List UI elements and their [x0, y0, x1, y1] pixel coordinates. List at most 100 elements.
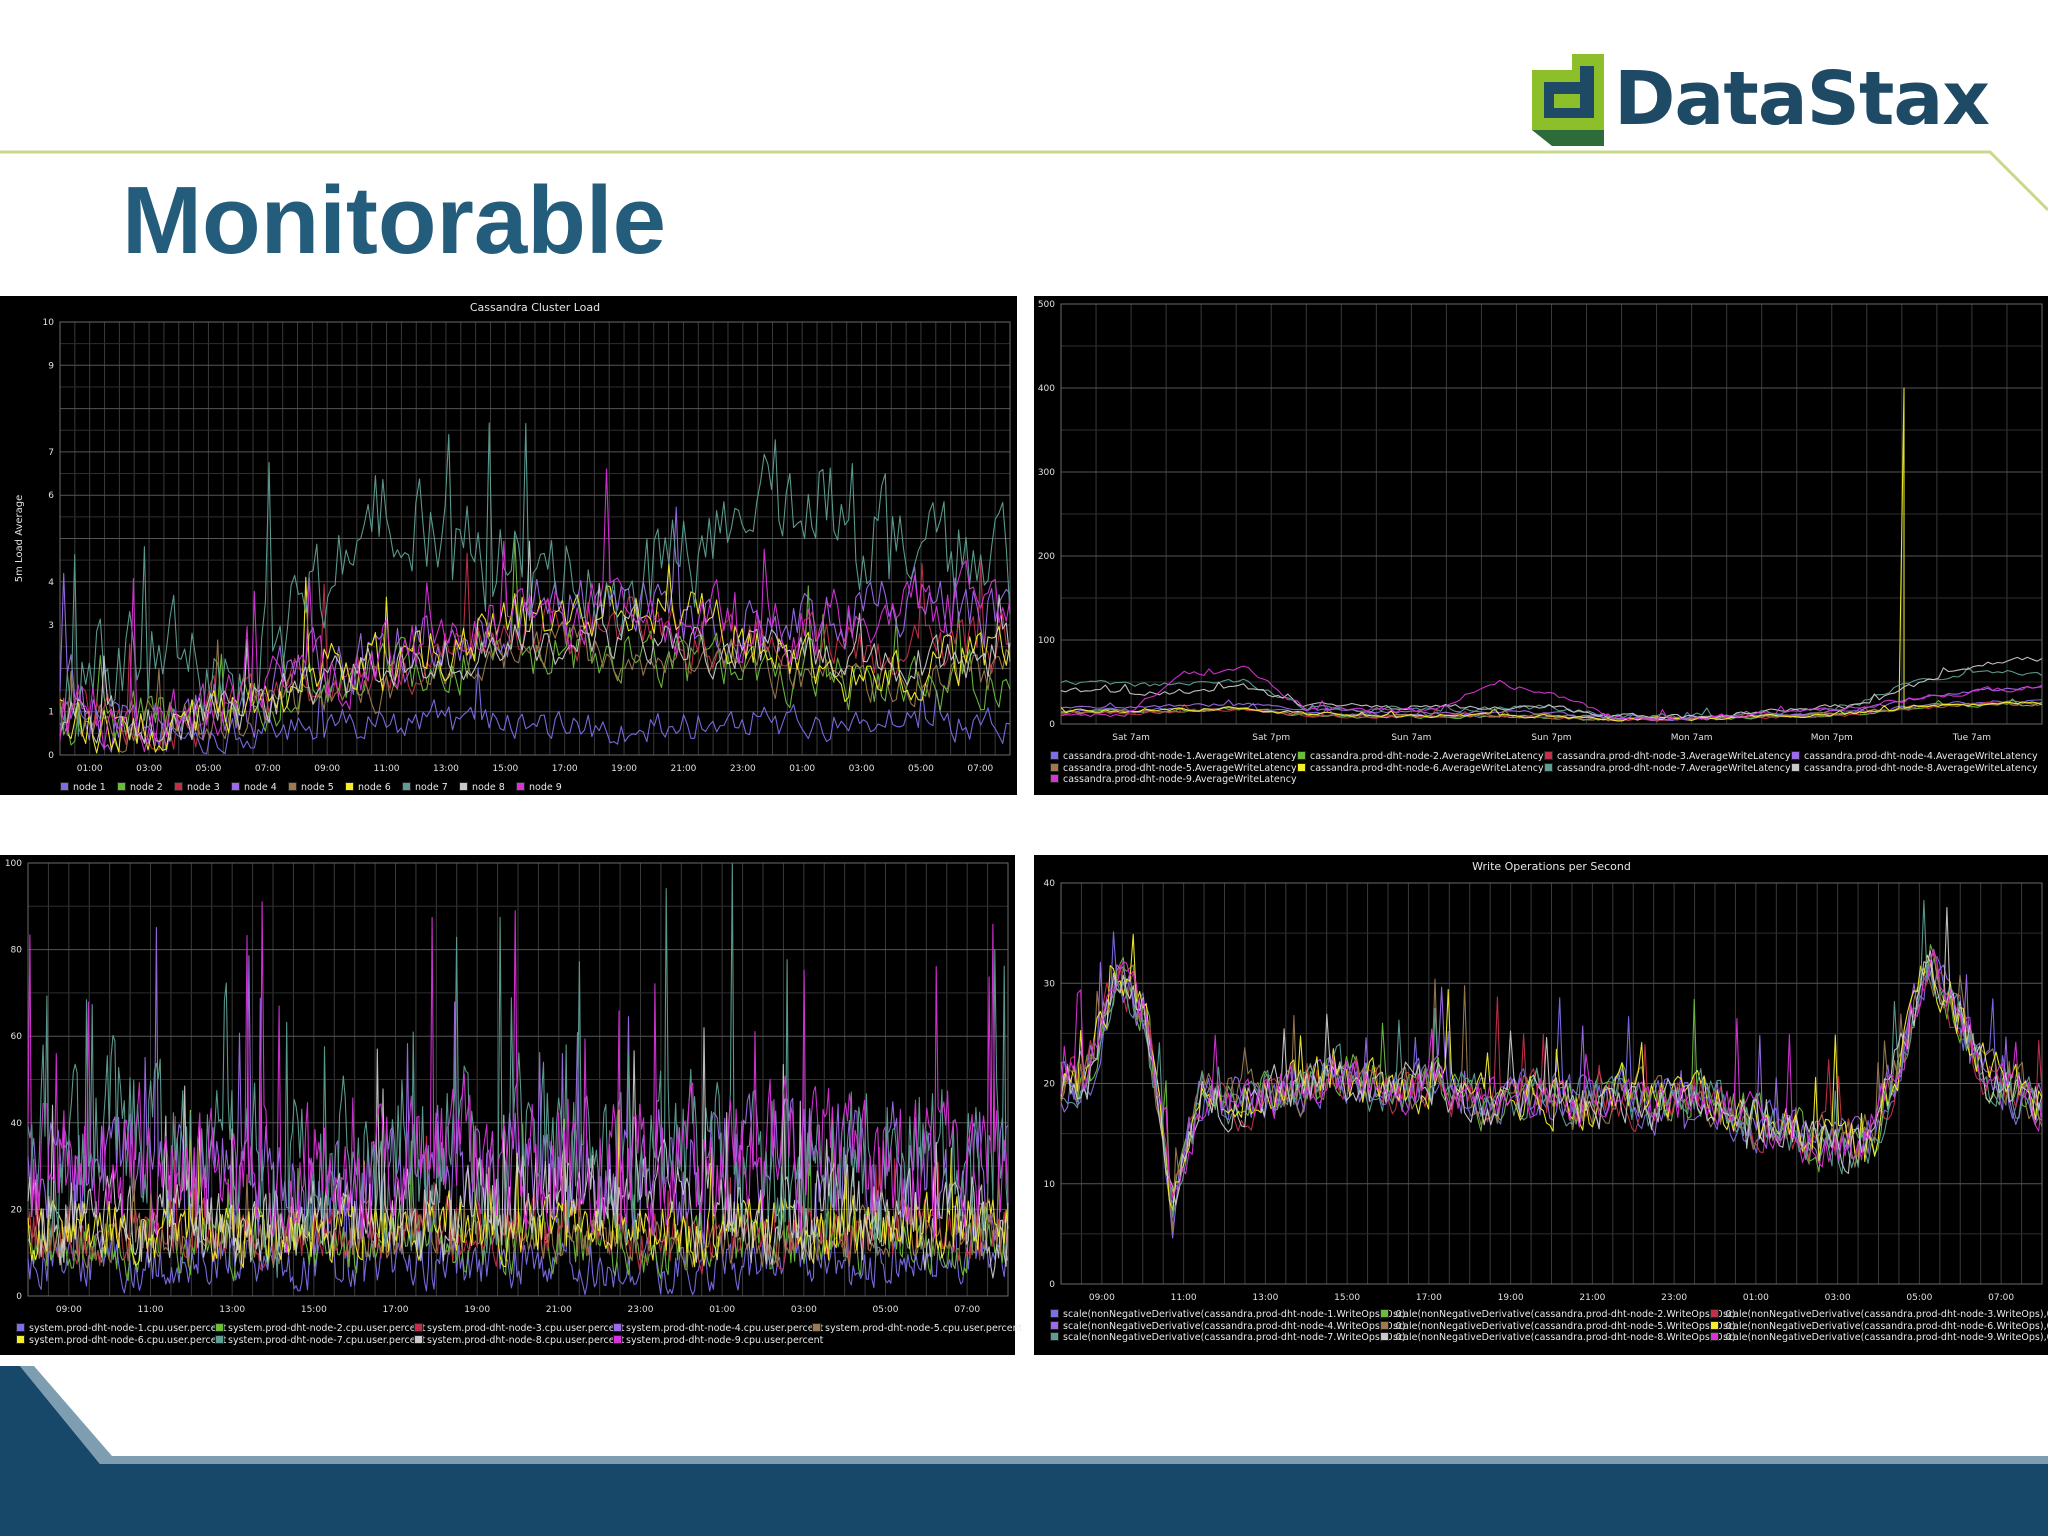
legend-label: scale(nonNegativeDerivative(cassandra.pr…: [1063, 1332, 1406, 1343]
legend-item: scale(nonNegativeDerivative(cassandra.pr…: [1050, 1309, 1405, 1321]
legend-item: system.prod-dht-node-2.cpu.user.percent: [215, 1323, 425, 1335]
legend-item: scale(nonNegativeDerivative(cassandra.pr…: [1710, 1332, 2048, 1344]
footer-band-dark: [0, 1366, 2048, 1536]
legend-item: cassandra.prod-dht-node-3.AverageWriteLa…: [1544, 751, 1791, 763]
legend-swatch: [1050, 774, 1059, 783]
x-tick-label: 19:00: [1498, 1293, 1524, 1303]
legend-item: node 8: [459, 782, 505, 794]
legend-swatch: [1050, 751, 1059, 760]
plot-frame: [59, 321, 1011, 756]
chart-cpu-user: 0 20 40 60 80 100 09:00 11:00 13:00 15:00 17:00 19:…: [5, 859, 1009, 1315]
x-tick-label: 09:00: [314, 764, 340, 774]
x-tick-label: 03:00: [791, 1305, 817, 1315]
series-line: [1060, 665, 2043, 721]
y-tick-label: 60: [11, 1032, 23, 1042]
legend-swatch: [1710, 1332, 1719, 1341]
legend-label: scale(nonNegativeDerivative(cassandra.pr…: [1063, 1309, 1406, 1320]
x-tick-label: 07:00: [967, 764, 993, 774]
legend-label: scale(nonNegativeDerivative(cassandra.pr…: [1393, 1332, 1736, 1343]
legend-item: cassandra.prod-dht-node-9.AverageWriteLa…: [1050, 774, 1297, 786]
legend-item: system.prod-dht-node-3.cpu.user.percent: [414, 1323, 624, 1335]
legend-label: cassandra.prod-dht-node-1.AverageWriteLa…: [1063, 751, 1297, 762]
legend-swatch: [215, 1323, 224, 1332]
x-tick-label: 05:00: [908, 764, 934, 774]
x-tick-label: 21:00: [546, 1305, 572, 1315]
series-line: [59, 621, 1011, 753]
legend-swatch: [1297, 762, 1306, 772]
x-tick-label: 21:00: [670, 764, 696, 774]
chart-panel-write-latency: 0 100 200 300 400 500 Sat 7am Sat 7pm Sun 7am Sun…: [1034, 296, 2048, 795]
x-tick-label: 01:00: [789, 764, 815, 774]
legend-swatch: [1050, 1309, 1059, 1318]
y-tick-label: 7: [48, 448, 54, 458]
legend-cluster-load: node 1 node 2 node 3 node 4 node 5 node 6 node…: [60, 782, 1010, 794]
legend-item: node 5: [288, 782, 334, 794]
legend-swatch: [1791, 762, 1800, 772]
series-line: [1060, 899, 2043, 1218]
y-tick-label: 10: [1044, 1180, 1056, 1190]
legend-swatch: [1380, 1332, 1389, 1341]
y-tick-label: 4: [48, 578, 54, 588]
legend-item: system.prod-dht-node-7.cpu.user.percent: [215, 1334, 425, 1347]
legend-item: scale(nonNegativeDerivative(cassandra.pr…: [1050, 1332, 1405, 1344]
legend-label: system.prod-dht-node-3.cpu.user.percent: [427, 1323, 625, 1334]
legend-label: node 5: [301, 782, 334, 793]
x-tick-label: 15:00: [492, 764, 518, 774]
legend-item: scale(nonNegativeDerivative(cassandra.pr…: [1380, 1320, 1736, 1333]
legend-item: node 2: [117, 782, 163, 794]
y-tick-label: 100: [5, 859, 22, 869]
x-tick-label: 07:00: [954, 1305, 980, 1315]
legend-label: cassandra.prod-dht-node-3.AverageWriteLa…: [1557, 751, 1791, 762]
header-rule: [0, 150, 2048, 212]
legend-label: system.prod-dht-node-2.cpu.user.percent: [228, 1323, 426, 1334]
legend-swatch: [60, 782, 69, 791]
legend-swatch: [1791, 751, 1800, 760]
footer-band-light: [20, 1366, 2048, 1464]
y-tick-label: 20: [11, 1205, 23, 1215]
chart-write-ops: 0 10 20 30 40 09:00 11:00 13:00 15:00 17:00 19:00 2…: [1044, 860, 2043, 1303]
legend-swatch: [345, 782, 354, 791]
legend-label: system.prod-dht-node-4.cpu.user.percent: [626, 1323, 824, 1334]
x-tick-label: 13:00: [219, 1305, 245, 1315]
grid: [59, 321, 1011, 756]
legend-label: scale(nonNegativeDerivative(cassandra.pr…: [1393, 1320, 1736, 1332]
x-tick-label: 09:00: [1089, 1293, 1115, 1303]
x-tick-label: 03:00: [849, 764, 875, 774]
legend-label: scale(nonNegativeDerivative(cassandra.pr…: [1393, 1309, 1736, 1320]
legend-swatch: [1050, 1320, 1059, 1330]
legend-swatch: [1544, 762, 1553, 772]
series-line: [1060, 906, 2043, 1206]
legend-label: node 8: [472, 782, 505, 793]
x-tick-label: 05:00: [1906, 1293, 1932, 1303]
legend-item: node 6: [345, 782, 391, 794]
legend-item: cassandra.prod-dht-node-4.AverageWriteLa…: [1791, 751, 2038, 763]
legend-item: system.prod-dht-node-4.cpu.user.percent: [613, 1323, 823, 1335]
x-tick-label: 11:00: [1171, 1293, 1197, 1303]
legend-swatch: [1050, 762, 1059, 772]
x-tick-label: Sat 7pm: [1252, 733, 1290, 743]
logo-wordmark: DataStax: [1614, 56, 1990, 142]
x-tick-label: 03:00: [1825, 1293, 1851, 1303]
legend-swatch: [402, 782, 411, 791]
x-tick-label: 17:00: [552, 764, 578, 774]
series-lines: [27, 863, 1009, 1296]
series-line: [27, 863, 1009, 1279]
y-axis-label: 5m Load Average: [14, 495, 25, 583]
x-tick-label: Tue 7am: [1952, 733, 1991, 743]
y-tick-label: 20: [1044, 1080, 1056, 1090]
legend-item: node 9: [516, 782, 562, 794]
legend-item: cassandra.prod-dht-node-5.AverageWriteLa…: [1050, 762, 1297, 775]
x-tick-label: Mon 7pm: [1811, 733, 1853, 743]
legend-item: system.prod-dht-node-5.cpu.user.percent: [812, 1323, 1022, 1335]
legend-write-latency: cassandra.prod-dht-node-1.AverageWriteLa…: [1050, 751, 2040, 791]
legend-swatch: [16, 1334, 25, 1344]
series-lines: [1060, 387, 2043, 722]
x-tick-label: Sat 7am: [1112, 733, 1150, 743]
legend-item: cassandra.prod-dht-node-6.AverageWriteLa…: [1297, 762, 1544, 775]
legend-swatch: [414, 1323, 423, 1332]
series-line: [59, 540, 1011, 744]
legend-swatch: [459, 782, 468, 791]
y-tick-label: 400: [1038, 384, 1055, 394]
y-tick-label: 0: [1049, 720, 1055, 730]
